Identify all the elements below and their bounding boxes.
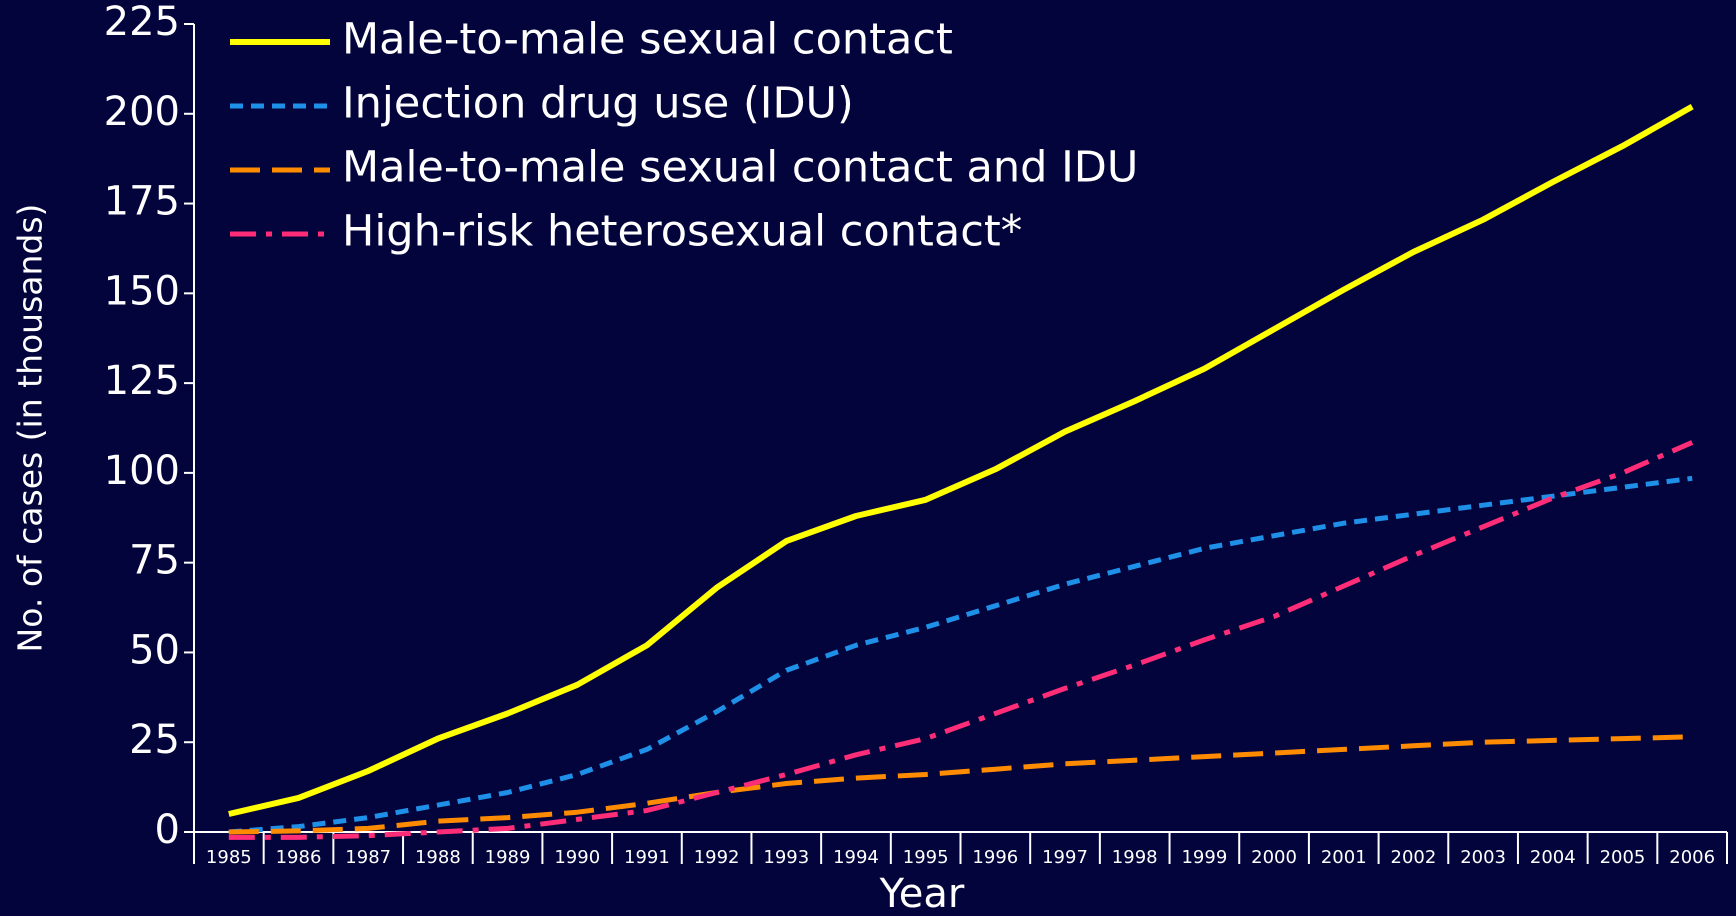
x-tick-label: 1999: [1181, 847, 1227, 868]
legend-label: Male-to-male sexual contact and IDU: [342, 143, 1138, 193]
y-tick-label: 225: [104, 0, 180, 45]
legend-label: High-risk heterosexual contact*: [342, 207, 1022, 257]
x-tick-label: 1994: [833, 847, 879, 868]
legend-label: Male-to-male sexual contact: [342, 15, 953, 65]
legend-label: Injection drug use (IDU): [342, 79, 854, 129]
y-tick-label: 175: [104, 179, 180, 225]
x-tick-label: 2003: [1460, 847, 1506, 868]
x-tick-label: 2004: [1530, 847, 1576, 868]
y-tick-label: 125: [104, 358, 180, 404]
y-tick-label: 150: [104, 268, 180, 314]
series-line: [228, 103, 1694, 817]
x-tick-label: 1996: [972, 847, 1018, 868]
x-tick-label: 1993: [763, 847, 809, 868]
y-tick-label: 50: [129, 627, 180, 673]
series-line: [228, 734, 1693, 835]
x-tick-label: 1995: [903, 847, 949, 868]
x-tick-label: 1986: [276, 847, 322, 868]
x-tick-label: 2000: [1251, 847, 1297, 868]
x-tick-label: 2002: [1391, 847, 1437, 868]
y-tick-label: 25: [129, 717, 180, 763]
series-line: [228, 440, 1694, 840]
x-tick-label: 1985: [206, 847, 252, 868]
x-tick-label: 2001: [1321, 847, 1367, 868]
x-tick-label: 1997: [1042, 847, 1088, 868]
y-tick-label: 100: [104, 448, 180, 494]
y-tick-label: 0: [155, 807, 180, 853]
x-tick-label: 1990: [554, 847, 600, 868]
y-axis-title: No. of cases (in thousands): [11, 204, 50, 653]
y-tick-label: 75: [129, 538, 180, 584]
series-line: [228, 475, 1693, 835]
x-tick-label: 2005: [1600, 847, 1646, 868]
x-tick-label: 1992: [694, 847, 740, 868]
y-tick-label: 200: [104, 89, 180, 135]
x-axis-title: Year: [879, 871, 965, 916]
x-tick-label: 1991: [624, 847, 670, 868]
x-tick-label: 1987: [345, 847, 391, 868]
x-tick-label: 1989: [485, 847, 531, 868]
x-tick-label: 1988: [415, 847, 461, 868]
x-tick-label: 1998: [1112, 847, 1158, 868]
x-tick-label: 2006: [1669, 847, 1715, 868]
